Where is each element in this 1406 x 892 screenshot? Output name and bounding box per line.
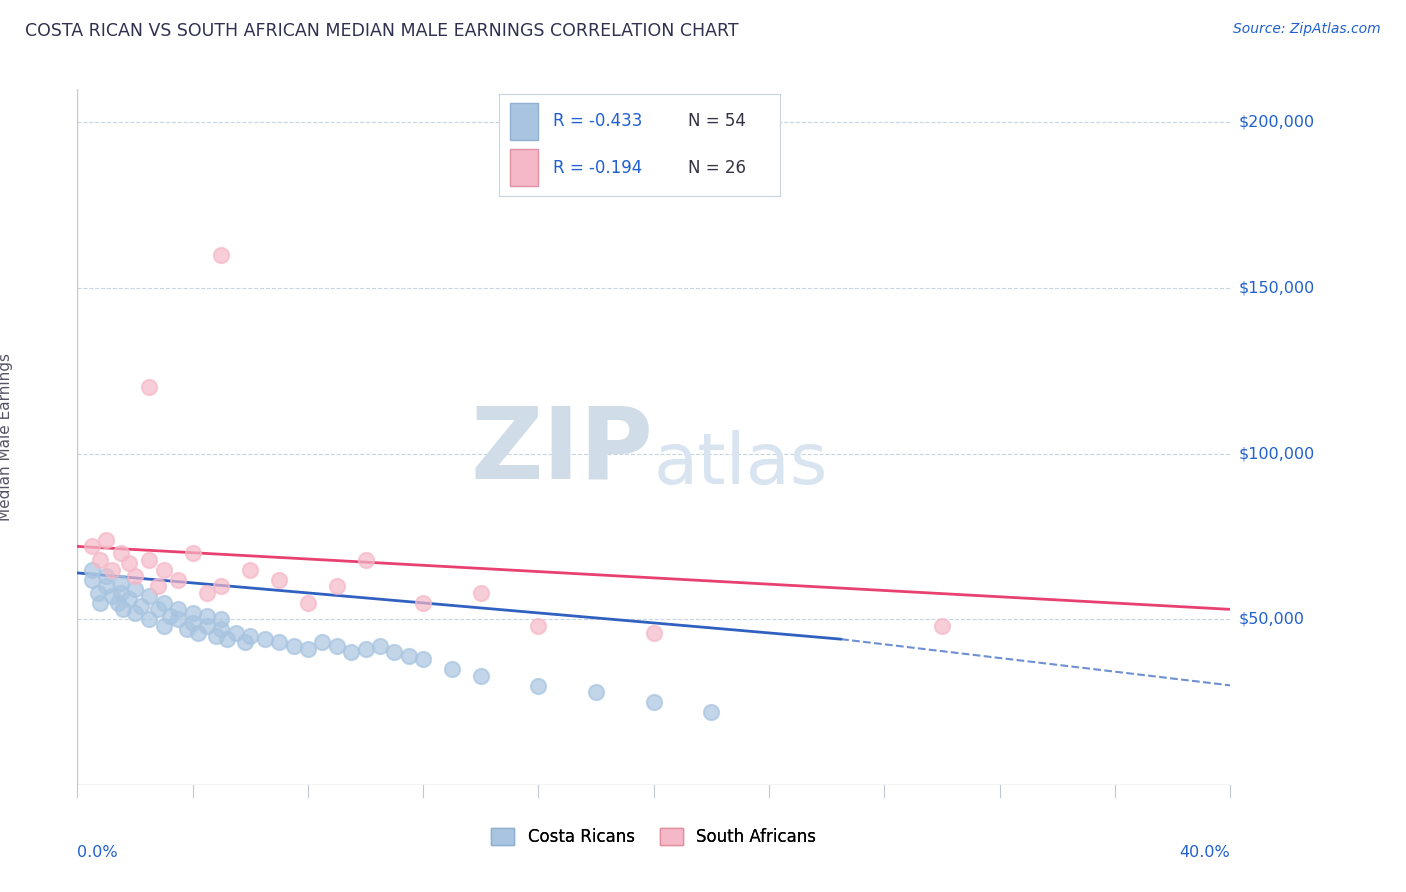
Point <box>211 622 233 636</box>
Point <box>195 609 218 624</box>
Point <box>239 629 262 643</box>
Text: $200,000: $200,000 <box>1239 115 1315 130</box>
Point <box>107 596 129 610</box>
Point <box>297 642 319 657</box>
Point <box>204 629 226 643</box>
Point <box>146 602 169 616</box>
Point <box>138 552 160 566</box>
Point <box>167 602 190 616</box>
Point <box>441 662 464 676</box>
Point <box>311 635 333 649</box>
Text: COSTA RICAN VS SOUTH AFRICAN MEDIAN MALE EARNINGS CORRELATION CHART: COSTA RICAN VS SOUTH AFRICAN MEDIAN MALE… <box>25 22 740 40</box>
Point <box>181 615 204 630</box>
Point <box>233 635 256 649</box>
Text: ZIP: ZIP <box>471 402 654 500</box>
Point <box>195 619 218 633</box>
Point <box>297 596 319 610</box>
Point <box>267 635 291 649</box>
Point <box>101 563 124 577</box>
Point <box>211 248 233 262</box>
Point <box>112 602 135 616</box>
Point <box>700 705 723 719</box>
FancyBboxPatch shape <box>510 103 538 140</box>
Text: $150,000: $150,000 <box>1239 280 1315 295</box>
Point <box>138 380 160 394</box>
Point <box>382 645 406 659</box>
Point <box>110 575 132 590</box>
Point <box>181 606 204 620</box>
Point <box>129 599 152 613</box>
Point <box>211 579 233 593</box>
Point <box>340 645 363 659</box>
Point <box>80 540 103 554</box>
Point <box>195 586 218 600</box>
Point <box>153 596 174 610</box>
Point <box>253 632 276 647</box>
Point <box>354 552 377 566</box>
Point <box>138 612 160 626</box>
Point <box>167 612 190 626</box>
Text: $100,000: $100,000 <box>1239 446 1315 461</box>
Text: atlas: atlas <box>654 431 828 500</box>
Point <box>167 573 190 587</box>
Point <box>176 622 198 636</box>
Point <box>89 552 111 566</box>
Point <box>187 625 209 640</box>
Point <box>101 589 124 603</box>
Point <box>96 569 118 583</box>
Point <box>643 695 665 709</box>
Point <box>398 648 420 663</box>
Point <box>124 569 146 583</box>
Point <box>412 652 434 666</box>
Point <box>159 609 181 624</box>
Text: R = -0.433: R = -0.433 <box>553 112 643 130</box>
Point <box>124 606 146 620</box>
Point <box>354 642 377 657</box>
Point <box>325 579 349 593</box>
Point <box>96 579 118 593</box>
Text: 0.0%: 0.0% <box>77 845 118 860</box>
Point <box>80 563 103 577</box>
Point <box>110 546 132 560</box>
Point <box>931 619 953 633</box>
Point <box>239 563 262 577</box>
Text: N = 26: N = 26 <box>688 159 745 177</box>
Text: R = -0.194: R = -0.194 <box>553 159 641 177</box>
Point <box>225 625 247 640</box>
Point <box>643 625 665 640</box>
Point <box>527 679 550 693</box>
Text: N = 54: N = 54 <box>688 112 745 130</box>
Point <box>153 619 174 633</box>
Point <box>470 668 492 682</box>
Text: Source: ZipAtlas.com: Source: ZipAtlas.com <box>1233 22 1381 37</box>
Point <box>146 579 169 593</box>
Point <box>412 596 434 610</box>
FancyBboxPatch shape <box>510 149 538 186</box>
Legend: Costa Ricans, South Africans: Costa Ricans, South Africans <box>485 822 823 853</box>
Point <box>96 533 118 547</box>
Point <box>124 582 146 597</box>
Point <box>89 596 111 610</box>
Point <box>325 639 349 653</box>
Point <box>585 685 607 699</box>
Point <box>470 586 492 600</box>
Point <box>110 586 132 600</box>
Point <box>138 589 160 603</box>
Point <box>118 556 141 570</box>
Point <box>86 586 108 600</box>
Point <box>153 563 174 577</box>
Point <box>368 639 391 653</box>
Point <box>217 632 239 647</box>
Point <box>181 546 204 560</box>
Point <box>267 573 291 587</box>
Point <box>80 573 103 587</box>
Text: $50,000: $50,000 <box>1239 612 1305 627</box>
Point <box>283 639 305 653</box>
Text: 40.0%: 40.0% <box>1180 845 1230 860</box>
Point <box>118 592 141 607</box>
Text: Median Male Earnings: Median Male Earnings <box>0 353 13 521</box>
Point <box>211 612 233 626</box>
Point <box>527 619 550 633</box>
